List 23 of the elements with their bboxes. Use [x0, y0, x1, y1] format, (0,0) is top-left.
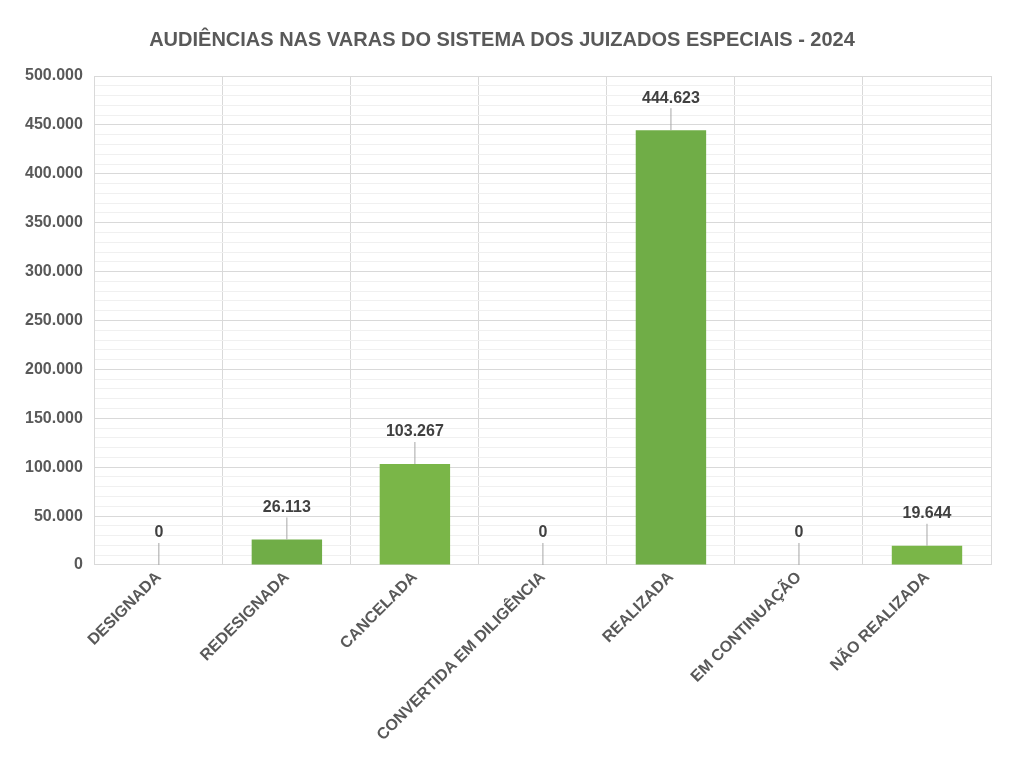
- y-tick-label: 450.000: [24, 115, 83, 133]
- bar: [251, 539, 323, 565]
- y-tick-label: 200.000: [24, 359, 83, 377]
- y-tick-label: 350.000: [24, 213, 83, 231]
- y-tick-label: 150.000: [24, 408, 83, 426]
- data-label: 103.267: [385, 422, 444, 440]
- bar: [635, 130, 707, 565]
- data-label: 0: [794, 523, 804, 541]
- y-tick-label: 400.000: [24, 164, 83, 182]
- bar: [379, 464, 451, 565]
- data-label: 0: [154, 523, 164, 541]
- data-label: 444.623: [642, 88, 700, 106]
- data-label: 0: [538, 523, 548, 541]
- y-tick-label: 300.000: [24, 262, 83, 280]
- data-label: 19.644: [902, 504, 952, 522]
- y-tick-label: 0: [73, 555, 83, 573]
- y-tick-label: 250.000: [24, 310, 83, 328]
- bar: [891, 545, 963, 565]
- y-tick-label: 100.000: [24, 457, 83, 475]
- y-tick-label: 50.000: [33, 506, 83, 524]
- chart-title: AUDIÊNCIAS NAS VARAS DO SISTEMA DOS JUIZADOS ESPECIAIS - 2024: [149, 26, 856, 50]
- y-tick-label: 500.000: [24, 66, 83, 84]
- data-label: 26.113: [262, 497, 311, 515]
